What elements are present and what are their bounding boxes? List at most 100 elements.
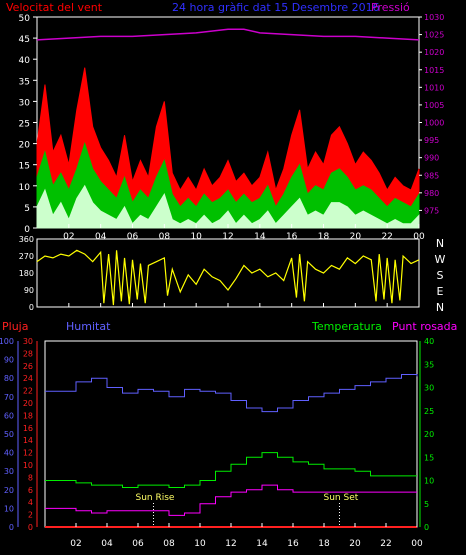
direction-series-group xyxy=(36,249,420,306)
climate-x-tick-label: 14 xyxy=(256,539,268,549)
wind-y-tick-label: 25 xyxy=(19,120,30,130)
wind-x-tick-label: 10 xyxy=(190,232,202,242)
climate-x-tick-label: 16 xyxy=(287,539,299,549)
humidity-y-tick-label: 70 xyxy=(4,393,14,402)
humidity-y-tick-label: 90 xyxy=(4,356,14,365)
rain-y-tick-label: 6 xyxy=(28,486,33,495)
rain-y-tick-label: 4 xyxy=(28,498,33,507)
climate-x-tick-label: 04 xyxy=(101,539,113,549)
rain-y-tick-label: 26 xyxy=(23,362,33,371)
rain-y-tick-label: 10 xyxy=(23,461,33,470)
pressure-y-tick-label: 1005 xyxy=(424,101,444,110)
climate-x-tick-label: 22 xyxy=(380,539,391,549)
pressure-line xyxy=(36,28,420,41)
pressure-y-tick-label: 995 xyxy=(424,136,439,145)
rain-y-tick-label: 20 xyxy=(23,399,33,408)
climate-panel-frame xyxy=(44,340,418,528)
rain-y-tick-label: 28 xyxy=(23,349,33,358)
temperature-y-tick-label: 30 xyxy=(424,384,434,393)
rain-y-tick-label: 14 xyxy=(23,436,33,445)
temperature-y-tick-label: 15 xyxy=(424,453,434,462)
wind-x-tick-label: 06 xyxy=(127,232,139,242)
chart-title: 24 hora gràfic dat 15 Desembre 2016 xyxy=(172,1,380,14)
wind-x-tick-label: 16 xyxy=(286,232,298,242)
rain-y-tick-label: 22 xyxy=(23,387,33,396)
direction-y-tick-label: 180 xyxy=(19,269,34,278)
humidity-y-tick-label: 10 xyxy=(4,504,14,513)
pressure-y-tick-label: 1000 xyxy=(424,119,444,128)
temperature-y-tick-label: 35 xyxy=(424,360,434,369)
humidity-y-tick-label: 0 xyxy=(9,523,14,532)
wind-avg-area xyxy=(36,141,420,229)
climate-series-group xyxy=(45,373,418,528)
wind-x-tick-label: 04 xyxy=(95,232,107,242)
pressure-y-tick-label: 975 xyxy=(424,206,439,215)
wind-x-tick-label: 12 xyxy=(222,232,233,242)
wind-y-tick-label: 50 xyxy=(19,14,31,24)
temperature-y-tick-label: 40 xyxy=(424,337,434,346)
pressure-y-tick-label: 1030 xyxy=(424,13,444,22)
wind-x-tick-label: 20 xyxy=(350,232,362,242)
temperature-line xyxy=(45,452,417,488)
climate-x-tick-label: 20 xyxy=(349,539,361,549)
wind-x-tick-label: 00 xyxy=(413,232,425,242)
wind-y-tick-label: 10 xyxy=(19,183,31,193)
rain-y-tick-label: 16 xyxy=(23,424,33,433)
wind-speed-label: Velocitat del vent xyxy=(6,1,103,14)
wind-axes-group: 0510152025303540455097598098599099510001… xyxy=(19,13,445,242)
climate-x-tick-label: 00 xyxy=(411,539,423,549)
wind-x-tick-label: 02 xyxy=(63,232,74,242)
pressure-y-tick-label: 980 xyxy=(424,189,439,198)
rain-y-tick-label: 12 xyxy=(23,449,33,458)
wind-y-tick-label: 20 xyxy=(19,141,31,151)
wind-y-tick-label: 30 xyxy=(19,98,31,108)
climate-x-tick-label: 02 xyxy=(70,539,81,549)
pressure-y-tick-label: 1015 xyxy=(424,66,444,75)
humidity-line xyxy=(45,373,418,413)
direction-y-tick-label: 0 xyxy=(29,303,34,312)
temperature-y-tick-label: 20 xyxy=(424,430,434,439)
rain-y-tick-label: 2 xyxy=(28,511,33,520)
compass-label: W xyxy=(435,253,446,266)
temperature-y-tick-label: 25 xyxy=(424,407,434,416)
humidity-label: Humitat xyxy=(66,320,111,333)
compass-label: N xyxy=(436,237,444,250)
temperature-y-tick-label: 10 xyxy=(424,477,434,486)
wind-x-tick-label: 08 xyxy=(159,232,171,242)
pressure-y-tick-label: 1025 xyxy=(424,31,444,40)
humidity-y-tick-label: 30 xyxy=(4,467,14,476)
direction-panel-frame xyxy=(36,238,420,308)
rain-y-tick-label: 18 xyxy=(23,411,33,420)
rain-y-tick-label: 8 xyxy=(28,473,33,482)
sunrise-label: Sun Rise xyxy=(136,493,175,503)
pressure-y-tick-label: 990 xyxy=(424,154,439,163)
temperature-y-tick-label: 0 xyxy=(424,523,429,532)
climate-x-tick-label: 10 xyxy=(194,539,206,549)
wind-y-tick-label: 40 xyxy=(19,56,31,66)
direction-y-tick-label: 90 xyxy=(24,286,34,295)
sunset-label: Sun Set xyxy=(324,493,359,503)
direction-y-tick-label: 360 xyxy=(19,235,34,244)
climate-x-tick-label: 06 xyxy=(132,539,144,549)
temperature-y-tick-label: 5 xyxy=(424,500,429,509)
wind-y-tick-label: 0 xyxy=(24,225,30,235)
rain-label: Pluja xyxy=(2,320,28,333)
wind-y-tick-label: 35 xyxy=(19,77,30,87)
rain-y-tick-label: 30 xyxy=(23,337,33,346)
wind-x-tick-label: 18 xyxy=(318,232,330,242)
wind-series-group xyxy=(36,28,420,229)
humidity-y-tick-label: 80 xyxy=(4,374,14,383)
humidity-y-tick-label: 20 xyxy=(4,486,14,495)
dewpoint-line xyxy=(45,484,417,516)
dewpoint-label: Punt rosada xyxy=(392,320,457,333)
wind-x-tick-label: 22 xyxy=(381,232,392,242)
wind-gust-area xyxy=(36,67,420,229)
climate-axes-group: 0 10 20 30 40 5 06 0 70 80 90 10 00 2 4 6 8 10 12 14 16 18 20 2… xyxy=(0,337,434,549)
pressure-y-tick-label: 985 xyxy=(424,171,439,180)
pressure-label: Pressió xyxy=(371,1,410,14)
humidity-y-tick-label: 50 xyxy=(4,430,14,439)
wind-x-tick-label: 14 xyxy=(254,232,266,242)
compass-label: S xyxy=(437,269,444,282)
wind-y-tick-label: 45 xyxy=(19,35,30,45)
